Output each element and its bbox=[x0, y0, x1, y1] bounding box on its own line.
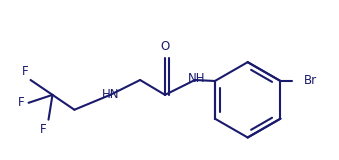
Text: O: O bbox=[160, 40, 170, 53]
Text: F: F bbox=[18, 96, 25, 109]
Text: HN: HN bbox=[101, 88, 119, 101]
Text: F: F bbox=[40, 123, 46, 136]
Text: Br: Br bbox=[304, 75, 318, 88]
Text: F: F bbox=[22, 65, 28, 78]
Text: NH: NH bbox=[188, 72, 206, 84]
